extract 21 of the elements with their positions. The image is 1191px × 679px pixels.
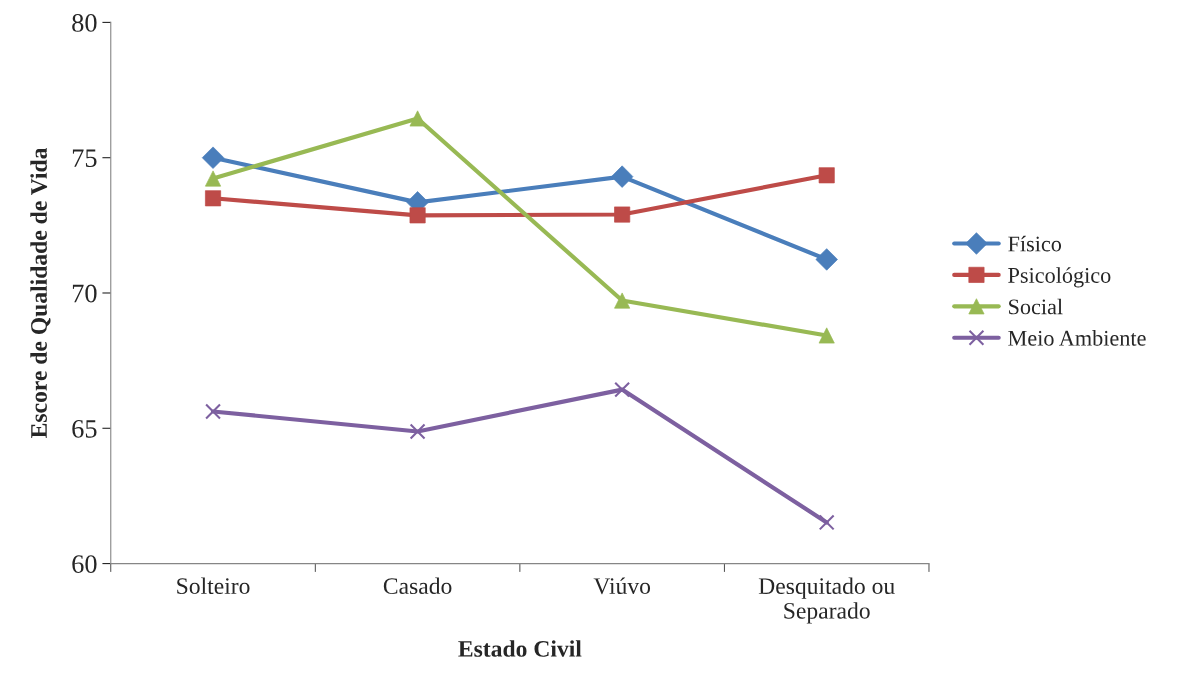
point bbox=[818, 327, 835, 344]
y-tick-label: 70 bbox=[72, 284, 97, 303]
x-tick-label: Desquitado ou Separado bbox=[758, 577, 895, 624]
x-tick-label: Solteiro bbox=[177, 577, 250, 595]
legend-label: Meio Ambiente bbox=[1008, 330, 1146, 346]
legend-label: Psicológico bbox=[1008, 267, 1111, 288]
point bbox=[614, 381, 631, 398]
y-tick-label: 75 bbox=[72, 149, 97, 168]
x-tick-label: Casado bbox=[383, 577, 452, 595]
point bbox=[205, 403, 222, 420]
y-axis-title: Escore de Qualidade de Vida bbox=[30, 147, 51, 438]
x-axis-title: Estado Civil bbox=[458, 640, 582, 657]
y-tick-label: 65 bbox=[72, 419, 97, 438]
point bbox=[409, 423, 426, 440]
point bbox=[201, 146, 225, 169]
legend-label: Físico bbox=[1008, 235, 1062, 252]
point bbox=[818, 514, 835, 531]
x-tick-label: Viúvo bbox=[593, 577, 651, 595]
y-tick-label: 80 bbox=[72, 14, 97, 32]
y-tick-label: 60 bbox=[72, 555, 97, 573]
legend-label: Social bbox=[1009, 298, 1063, 315]
